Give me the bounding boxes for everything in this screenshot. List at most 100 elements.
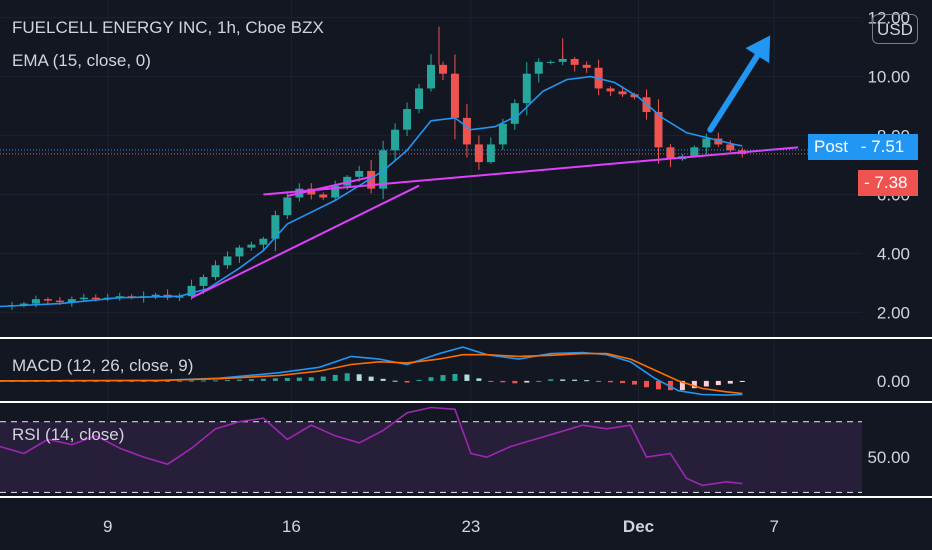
candle-body [558,58,567,62]
macd-axis-label: 0.00 [877,372,910,391]
macd-histogram-bar [572,379,578,381]
candle-body [31,299,40,304]
candle-body [498,123,507,145]
macd-histogram-bar [703,380,709,387]
macd-histogram-bar [739,380,745,382]
macd-histogram-bar [620,380,626,384]
macd-histogram-bar [476,378,482,381]
candle-body [259,238,268,245]
macd-histogram-bar [715,380,721,386]
macd-histogram-bar [189,380,195,382]
macd-histogram-bar [596,380,602,382]
signal-line [0,352,743,395]
macd-histogram-bar [236,379,242,381]
candle-body [486,144,495,163]
macd-histogram-bar [356,374,362,381]
macd-histogram-bar [153,380,159,382]
candle-body [415,88,424,110]
candle-body [618,91,627,95]
symbol-title: FUELCELL ENERGY INC, 1h, Cboe BZX [12,18,324,37]
candle-body [606,88,615,92]
x-axis-label: 16 [282,517,301,536]
macd-histogram-bar [500,380,506,383]
candle-body [67,299,76,303]
candle-body [570,58,579,65]
candle-body [19,303,28,306]
macd-histogram-bar [320,376,326,381]
last-price: 7.38 [874,173,908,192]
macd-histogram-bar [165,380,171,382]
macd-histogram-bar [141,380,147,382]
candle-body [367,170,376,189]
candle-body [450,73,459,118]
candle-body [79,297,88,300]
candle-body [714,138,723,145]
candle-body [438,64,447,74]
candle-body [546,61,555,63]
macd-histogram-bar [679,380,685,391]
macd-histogram-bar [584,380,590,382]
macd-histogram-bar [404,380,410,383]
ema-line [0,75,743,308]
x-axis-label: 7 [769,517,778,536]
macd-histogram-bar [224,380,230,382]
candle-body [343,176,352,186]
macd-histogram-bar [368,376,374,381]
macd-histogram-bar [464,374,470,381]
candle-body [247,244,256,248]
rsi-legend: RSI (14, close) [12,425,125,444]
macd-histogram-bar [129,380,135,382]
upper-trendline [263,146,799,196]
price-axis-label: 12.00 [867,9,910,28]
macd-histogram-bar [260,378,266,381]
lower-trendline [191,184,420,299]
candle-body [403,109,412,130]
candle-body [211,265,220,278]
candle-body [726,144,735,151]
macd-histogram-bar [536,380,542,382]
price-axis-label: 4.00 [877,244,910,263]
candle-body [474,144,483,163]
arrow-shaft [707,52,761,133]
candle-body [510,103,519,124]
x-axis-label: 9 [103,517,112,536]
last-price-badge: - 7.38 [858,170,918,196]
macd-histogram-bar [608,380,614,383]
macd-histogram-bar [213,380,218,382]
macd-histogram-bar [560,379,566,381]
macd-histogram-bar [93,380,99,382]
candle-body [235,247,244,257]
macd-histogram-bar [308,377,314,381]
candle-body [319,194,328,198]
candle-body [690,147,699,157]
candle-body [199,277,208,286]
post-price-badge: Post - 7.51 [808,134,918,160]
top-trendline [287,175,372,197]
macd-histogram-bar [644,380,649,388]
candle-body [151,294,160,297]
macd-histogram-bar [440,375,446,381]
candle-body [91,297,100,300]
candle-body [391,129,400,151]
candle-body [355,170,364,177]
macd-histogram-bar [272,378,278,381]
rsi-line [0,406,743,487]
macd-histogram-bar [428,377,434,381]
macd-histogram-bar [488,380,494,382]
x-axis-label: 23 [461,517,480,536]
candle-body [55,300,64,303]
macd-histogram-bar [380,378,386,381]
macd-histogram-bar [201,380,207,382]
macd-legend: MACD (12, 26, close, 9) [12,356,194,375]
candle-body [43,299,52,301]
candle-body [534,61,543,74]
candle-body [702,138,711,148]
macd-histogram-bar [667,380,673,391]
x-axis-label: Dec [623,517,654,536]
macd-histogram-bar [332,374,338,381]
macd-histogram-bar [524,380,530,383]
candle-body [522,73,531,104]
candle-body [630,94,639,98]
currency-button[interactable]: USD [872,14,918,44]
